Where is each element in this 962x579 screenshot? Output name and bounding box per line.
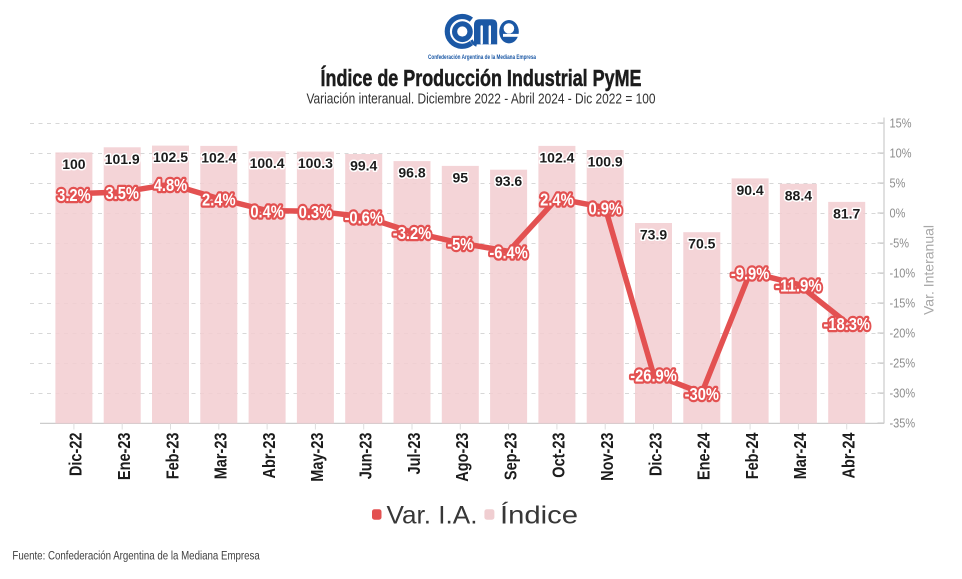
svg-text:100.9: 100.9	[588, 154, 623, 170]
svg-text:3.2%: 3.2%	[57, 185, 91, 205]
svg-text:Feb-24: Feb-24	[742, 432, 762, 479]
svg-text:-5%: -5%	[447, 234, 473, 254]
svg-text:-25%: -25%	[890, 356, 916, 370]
svg-text:-30%: -30%	[890, 386, 916, 400]
svg-text:Índice: Índice	[500, 501, 578, 530]
svg-text:Jul-23: Jul-23	[404, 432, 424, 474]
svg-text:Dic-23: Dic-23	[645, 432, 665, 476]
svg-text:90.4: 90.4	[736, 182, 763, 198]
svg-text:Mar-23: Mar-23	[211, 432, 231, 479]
svg-text:101.9: 101.9	[105, 151, 140, 167]
svg-text:70.5: 70.5	[688, 236, 715, 252]
svg-text:3.5%: 3.5%	[105, 183, 139, 203]
svg-text:2.4%: 2.4%	[202, 190, 236, 210]
svg-text:0.4%: 0.4%	[250, 202, 284, 222]
svg-text:0.3%: 0.3%	[299, 202, 333, 222]
svg-text:-20%: -20%	[890, 326, 916, 340]
svg-text:Var. Interanual: Var. Interanual	[922, 225, 937, 315]
svg-text:15%: 15%	[890, 116, 912, 130]
svg-text:Oct-23: Oct-23	[549, 432, 569, 477]
svg-text:102.4: 102.4	[201, 149, 236, 165]
svg-text:0.9%: 0.9%	[588, 199, 622, 219]
svg-text:Ene-24: Ene-24	[694, 432, 714, 480]
svg-text:2.4%: 2.4%	[540, 190, 574, 210]
svg-text:-0.6%: -0.6%	[345, 208, 384, 228]
svg-text:-10%: -10%	[890, 266, 916, 280]
svg-text:-30%: -30%	[685, 384, 720, 404]
svg-text:Feb-23: Feb-23	[162, 432, 182, 479]
svg-text:Confederación Argentina de la: Confederación Argentina de la Mediana Em…	[428, 54, 536, 61]
svg-text:Fuente: Confederación Argentin: Fuente: Confederación Argentina de la Me…	[12, 548, 260, 562]
svg-text:Variación interanual. Diciembr: Variación interanual. Diciembre 2022 - A…	[307, 91, 656, 108]
svg-text:95: 95	[453, 169, 469, 185]
svg-text:4.8%: 4.8%	[154, 175, 188, 195]
svg-text:Abr-23: Abr-23	[259, 432, 279, 478]
svg-text:-35%: -35%	[890, 416, 916, 430]
svg-text:-15%: -15%	[890, 296, 916, 310]
svg-text:102.5: 102.5	[153, 149, 188, 165]
svg-text:-11.9%: -11.9%	[775, 275, 822, 295]
svg-text:Índice de Producción Industria: Índice de Producción Industrial PyME	[321, 64, 642, 91]
svg-text:93.6: 93.6	[495, 173, 522, 189]
svg-text:Sep-23: Sep-23	[500, 432, 520, 480]
svg-text:73.9: 73.9	[640, 227, 667, 243]
svg-text:Ene-23: Ene-23	[114, 432, 134, 480]
svg-text:-5%: -5%	[890, 236, 910, 250]
svg-text:99.4: 99.4	[350, 158, 377, 174]
svg-text:88.4: 88.4	[785, 187, 812, 203]
svg-text:Jun-23: Jun-23	[356, 432, 376, 479]
svg-text:5%: 5%	[890, 176, 906, 190]
svg-text:Abr-24: Abr-24	[839, 432, 859, 478]
svg-text:100.4: 100.4	[250, 155, 285, 171]
svg-text:-9.9%: -9.9%	[731, 263, 770, 283]
svg-text:96.8: 96.8	[398, 165, 425, 181]
svg-text:Nov-23: Nov-23	[597, 432, 617, 481]
svg-text:10%: 10%	[890, 146, 912, 160]
svg-text:-6.4%: -6.4%	[489, 242, 528, 262]
svg-text:Dic-22: Dic-22	[66, 432, 86, 476]
svg-text:0%: 0%	[890, 206, 906, 220]
svg-text:100: 100	[62, 156, 86, 172]
svg-text:-26.9%: -26.9%	[630, 365, 677, 385]
svg-text:May-23: May-23	[307, 432, 327, 481]
svg-text:Mar-24: Mar-24	[790, 432, 810, 479]
svg-text:102.4: 102.4	[539, 149, 574, 165]
svg-text:81.7: 81.7	[833, 205, 860, 221]
svg-text:-18.3%: -18.3%	[823, 314, 870, 334]
svg-text:Var. I.A.: Var. I.A.	[387, 502, 478, 530]
svg-text:Ago-23: Ago-23	[452, 432, 472, 481]
svg-text:-3.2%: -3.2%	[393, 223, 432, 243]
svg-text:100.3: 100.3	[298, 155, 333, 171]
